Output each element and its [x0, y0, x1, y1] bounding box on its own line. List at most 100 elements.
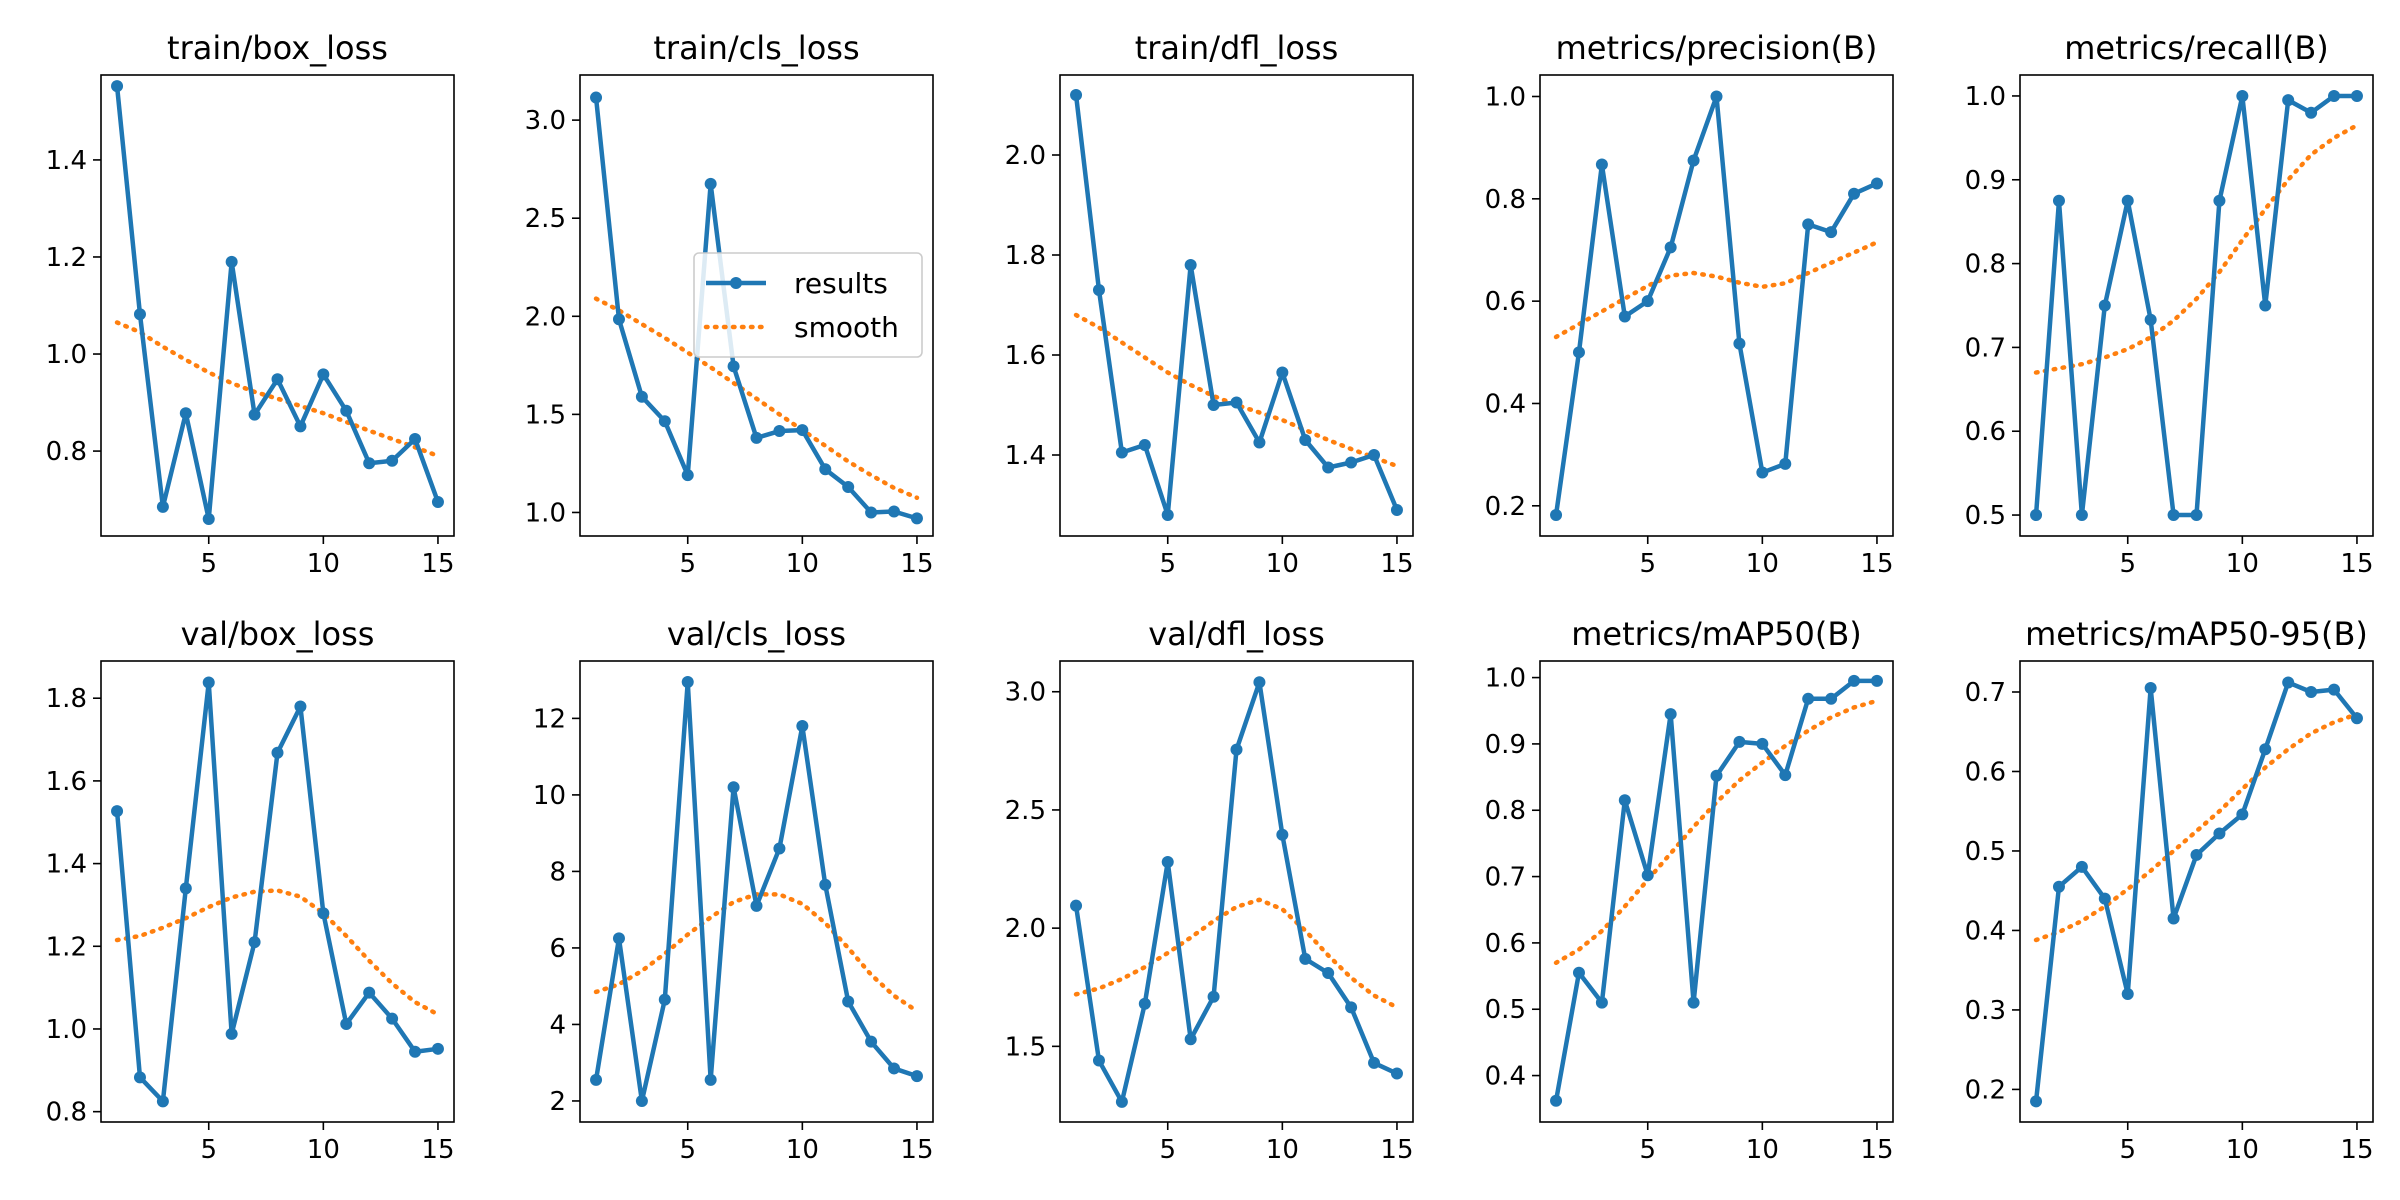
axes-frame: [2019, 74, 2374, 537]
y-tick-label: 1.0: [1965, 82, 2006, 112]
results-point: [2144, 313, 2157, 326]
results-point: [2167, 509, 2180, 522]
panel-metrics-precision-b: metrics/precision(B) 5 10 15 0.2 0.4 0.6 0.8 1.0: [1485, 29, 1894, 579]
y-tick-label: 0.6: [1965, 757, 2006, 787]
y-tick-label: 0.4: [1485, 389, 1526, 419]
panel-title: metrics/mAP50(B): [1571, 615, 1862, 653]
results-point: [2052, 880, 2065, 893]
y-tick-label: 1.6: [1005, 341, 1046, 371]
x-tick-label: 10: [307, 549, 340, 579]
x-tick-label: 10: [2226, 549, 2259, 579]
results-point: [2030, 509, 2043, 522]
results-point: [431, 496, 444, 509]
x-tick-label: 10: [2226, 1135, 2259, 1165]
results-point: [2213, 827, 2226, 840]
results-point: [133, 1071, 146, 1084]
results-point: [2121, 988, 2134, 1001]
y-tick-label: 0.5: [1965, 501, 2006, 531]
legend: results smooth: [693, 252, 923, 358]
results-point: [819, 878, 832, 891]
x-tick-label: 5: [200, 1135, 217, 1165]
y-tick-label: 12: [533, 704, 566, 734]
y-tick-label: 8: [549, 857, 566, 887]
y-tick-label: 0.8: [46, 437, 87, 467]
y-tick-label: 0.8: [46, 1098, 87, 1128]
results-point: [1184, 1033, 1197, 1046]
x-tick-label: 15: [1860, 549, 1893, 579]
results-point: [2190, 848, 2203, 861]
results-point: [1207, 399, 1220, 411]
results-point: [1733, 735, 1746, 748]
results-point: [1664, 241, 1677, 254]
results-point: [363, 986, 376, 999]
axes-frame: [100, 660, 455, 1123]
results-point: [910, 512, 923, 525]
results-point: [2259, 743, 2272, 756]
results-point: [1733, 337, 1746, 350]
y-tick-label: 0.2: [1965, 1075, 2006, 1105]
y-tick-label: 1.0: [525, 498, 566, 528]
y-tick-label: 0.5: [1485, 995, 1526, 1025]
results-point: [635, 390, 648, 403]
y-tick-label: 1.0: [1485, 82, 1526, 112]
axes-frame: [579, 74, 934, 537]
results-point: [1368, 449, 1381, 461]
results-point: [409, 432, 422, 445]
results-point: [1207, 990, 1220, 1003]
x-tick-label: 15: [2340, 549, 2373, 579]
results-point: [2190, 509, 2203, 522]
y-tick-label: 0.3: [1965, 996, 2006, 1026]
results-point: [294, 420, 307, 433]
results-point: [2328, 89, 2341, 102]
y-tick-label: 0.6: [1485, 287, 1526, 317]
results-point: [1550, 1094, 1563, 1107]
y-tick-label: 2.5: [1005, 796, 1046, 826]
results-point: [225, 255, 238, 268]
results-point: [1115, 1095, 1128, 1108]
y-tick-label: 1.8: [46, 684, 87, 714]
legend-box: [693, 252, 923, 358]
results-point: [386, 454, 399, 467]
results-point: [1687, 996, 1700, 1009]
results-point: [658, 415, 671, 428]
y-tick-label: 0.7: [1965, 678, 2006, 708]
axes-frame: [100, 74, 455, 537]
x-tick-label: 15: [1860, 1135, 1893, 1165]
results-point: [1825, 226, 1838, 239]
results-point: [1848, 674, 1861, 687]
results-point: [910, 1070, 923, 1083]
y-tick-label: 1.5: [1005, 1032, 1046, 1062]
panel-title: train/cls_loss: [653, 29, 859, 67]
panels: train/box_loss 5 10 15 0.8 1.0 1.2 1.4 train/cls…: [46, 29, 2374, 1165]
x-tick-label: 10: [1746, 1135, 1779, 1165]
results-point: [1161, 509, 1174, 521]
y-tick-label: 10: [533, 781, 566, 811]
results-point: [133, 308, 146, 321]
x-tick-label: 5: [1639, 1135, 1656, 1165]
y-tick-label: 0.5: [1965, 837, 2006, 867]
y-tick-label: 0.8: [1485, 796, 1526, 826]
x-tick-label: 15: [2340, 1135, 2373, 1165]
panel-title: val/cls_loss: [667, 615, 846, 653]
results-point: [888, 1062, 901, 1075]
results-point: [842, 995, 855, 1008]
y-tick-label: 1.2: [46, 932, 87, 962]
axes-frame: [2019, 660, 2374, 1123]
y-tick-label: 1.0: [1485, 664, 1526, 694]
x-tick-label: 5: [2119, 1135, 2136, 1165]
results-point: [1070, 899, 1083, 912]
results-point: [612, 313, 625, 326]
x-tick-label: 5: [679, 1135, 696, 1165]
results-point: [704, 177, 717, 190]
results-point: [2098, 299, 2111, 312]
results-point: [681, 469, 694, 482]
x-tick-label: 5: [679, 549, 696, 579]
results-point: [1870, 674, 1883, 687]
results-point: [386, 1012, 399, 1025]
y-tick-label: 2: [549, 1087, 566, 1117]
x-tick-label: 5: [2119, 549, 2136, 579]
results-point: [1756, 737, 1769, 750]
results-point: [1572, 966, 1585, 979]
y-tick-label: 2.0: [1005, 141, 1046, 171]
